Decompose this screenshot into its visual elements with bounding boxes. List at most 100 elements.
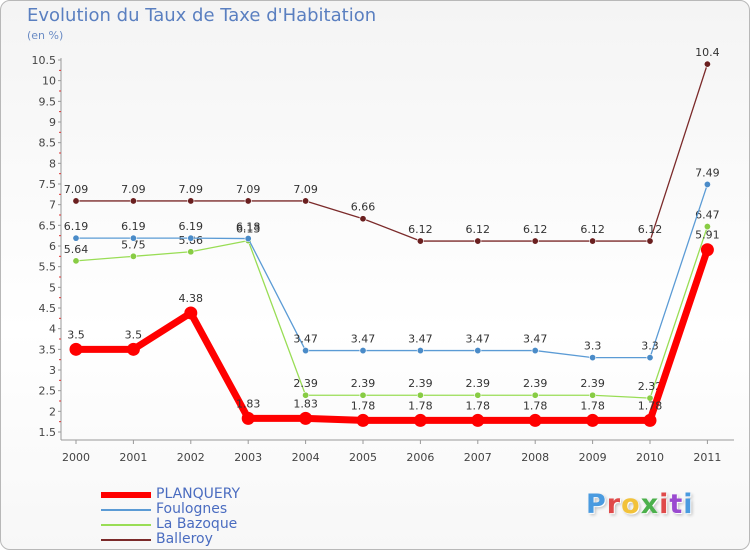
data-label-foulognes: 3.47	[466, 333, 491, 346]
y-tick-label: 9.5	[39, 95, 57, 108]
data-point-foulognes	[531, 347, 539, 355]
series-line-balleroy	[75, 63, 709, 242]
data-label-balleroy: 7.09	[179, 183, 204, 196]
data-label-balleroy: 7.09	[64, 183, 89, 196]
logo-letter: o	[621, 489, 641, 520]
data-point-la-bazoque	[474, 391, 482, 399]
data-point-balleroy	[244, 197, 252, 205]
data-label-balleroy: 10.4	[695, 46, 720, 59]
data-label-foulognes: 6.19	[179, 220, 204, 233]
data-label-planquery: 1.78	[523, 399, 548, 412]
y-tick-label: 1.5	[39, 426, 57, 439]
logo-letter: x	[640, 489, 660, 520]
x-tick-label: 2008	[521, 451, 549, 464]
y-tick-label: 6	[49, 240, 56, 253]
series-line-la-bazoque	[75, 225, 709, 399]
x-tick-label: 2001	[119, 451, 147, 464]
x-tick-label: 2004	[292, 451, 320, 464]
data-point-balleroy	[531, 237, 539, 245]
data-point-planquery	[356, 413, 370, 427]
data-label-planquery: 3.5	[125, 328, 143, 341]
data-point-la-bazoque	[646, 394, 654, 402]
logo-letter: r	[606, 489, 622, 520]
data-label-la-bazoque: 5.75	[121, 238, 146, 251]
data-point-foulognes	[589, 354, 597, 362]
legend-item-foulognes: Foulognes	[101, 501, 361, 517]
data-label-planquery: 3.5	[67, 328, 85, 341]
y-tick-label: 8.5	[39, 137, 57, 150]
series-la-bazoque: 5.645.755.866.132.392.392.392.392.392.39…	[64, 209, 720, 402]
x-tick-label: 2006	[406, 451, 434, 464]
data-label-planquery: 4.38	[179, 292, 204, 305]
legend-label-planquery: PLANQUERY	[156, 486, 241, 502]
data-point-planquery	[69, 342, 83, 356]
data-point-foulognes	[302, 347, 310, 355]
data-label-balleroy: 6.12	[466, 223, 491, 236]
data-label-la-bazoque: 2.32	[638, 380, 663, 393]
data-label-planquery: 1.78	[351, 399, 376, 412]
series-balleroy: 7.09 7.09 7.09 7.09 7.09 6.66 6.12 6.12 6.12 6.12…	[64, 46, 720, 245]
logo-letter: P	[586, 489, 607, 520]
data-label-balleroy: 6.12	[580, 223, 605, 236]
series-foulognes: 6.19 6.19 6.19 6.18 3.47 3.47 3.47 3.47 3.47 3.3 3…	[64, 166, 720, 362]
data-point-foulognes	[474, 347, 482, 355]
x-tick-label: 2011	[693, 451, 721, 464]
data-point-foulognes	[244, 235, 252, 243]
data-label-foulognes: 3.3	[584, 340, 602, 353]
data-label-la-bazoque: 2.39	[408, 377, 433, 390]
legend-item-la-bazoque: La Bazoque	[101, 516, 361, 532]
data-label-la-bazoque: 2.39	[293, 377, 318, 390]
data-label-foulognes: 3.47	[523, 333, 548, 346]
data-label-foulognes: 3.47	[351, 333, 376, 346]
y-tick-label: 4	[49, 323, 56, 336]
data-point-balleroy	[416, 237, 424, 245]
data-label-la-bazoque: 6.47	[695, 209, 720, 222]
data-point-planquery	[184, 306, 198, 320]
data-point-la-bazoque	[589, 391, 597, 399]
data-label-la-bazoque: 2.39	[466, 377, 491, 390]
data-point-la-bazoque	[531, 391, 539, 399]
data-label-planquery: 5.91	[695, 229, 720, 242]
y-tick-label: 2.5	[39, 385, 57, 398]
data-point-planquery	[586, 413, 600, 427]
data-point-foulognes	[359, 347, 367, 355]
y-tick-label: 3	[49, 364, 56, 377]
data-point-la-bazoque	[72, 257, 80, 265]
series-line-foulognes	[75, 183, 709, 359]
y-tick-label: 10.5	[32, 54, 57, 67]
data-label-planquery: 1.78	[580, 399, 605, 412]
y-tick-label: 8	[49, 157, 56, 170]
data-label-balleroy: 6.12	[523, 223, 548, 236]
data-label-la-bazoque: 5.64	[64, 243, 89, 256]
legend: PLANQUERY Foulognes La Bazoque Balleroy	[101, 486, 361, 547]
data-label-planquery: 1.83	[236, 397, 261, 410]
data-label-la-bazoque: 6.13	[236, 223, 261, 236]
legend-swatch-la-bazoque	[101, 524, 151, 526]
x-tick-label: 2010	[636, 451, 664, 464]
data-label-foulognes: 3.47	[293, 333, 318, 346]
data-point-foulognes	[187, 234, 195, 242]
data-point-planquery	[126, 342, 140, 356]
data-label-foulognes: 6.19	[121, 220, 146, 233]
x-tick-label: 2002	[177, 451, 205, 464]
data-point-la-bazoque	[359, 391, 367, 399]
data-point-balleroy	[302, 197, 310, 205]
legend-label-la-bazoque: La Bazoque	[156, 516, 238, 532]
x-tick-label: 2005	[349, 451, 377, 464]
legend-swatch-balleroy	[101, 539, 151, 541]
data-point-balleroy	[187, 197, 195, 205]
x-tick-label: 2009	[579, 451, 607, 464]
chart-title: Evolution du Taux de Taxe d'Habitation	[27, 5, 377, 26]
data-label-balleroy: 6.12	[408, 223, 433, 236]
logo-letter: i	[683, 489, 694, 520]
data-point-planquery	[413, 413, 427, 427]
data-label-planquery: 1.78	[638, 399, 663, 412]
data-label-planquery: 1.78	[408, 399, 433, 412]
data-label-balleroy: 7.09	[121, 183, 146, 196]
data-point-foulognes	[72, 234, 80, 242]
y-tick-label: 6.5	[39, 219, 57, 232]
data-point-planquery	[471, 413, 485, 427]
data-point-balleroy	[703, 60, 711, 68]
data-point-la-bazoque	[129, 252, 137, 260]
